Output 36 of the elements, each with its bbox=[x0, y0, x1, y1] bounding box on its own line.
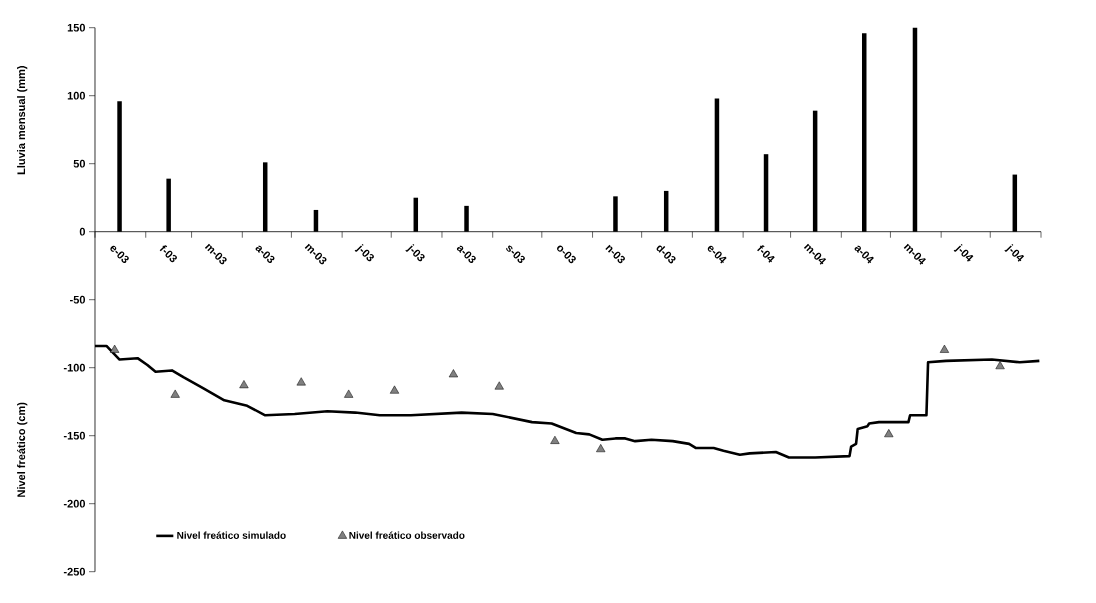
point bbox=[344, 389, 354, 398]
y-tick-label: -250 bbox=[63, 567, 86, 576]
point bbox=[170, 389, 180, 398]
point bbox=[596, 444, 606, 453]
x-tick-label: a-03 bbox=[255, 245, 275, 264]
point bbox=[494, 381, 504, 390]
point bbox=[389, 385, 400, 394]
x-tick-label: a-03 bbox=[456, 245, 476, 264]
y-tick-label: -150 bbox=[63, 431, 86, 440]
point bbox=[110, 344, 120, 353]
text: Nivel freático (cm) bbox=[16, 402, 28, 497]
x-tick-label: j-04 bbox=[1004, 243, 1025, 262]
y-tick-label: -200 bbox=[63, 499, 86, 508]
point bbox=[296, 377, 306, 386]
x-tick-label: j-03 bbox=[405, 243, 425, 262]
y-tick-label: 0 bbox=[79, 227, 86, 236]
y-axis-title: Lluvia mensual (mm) bbox=[17, 66, 28, 175]
x-tick-label: e-03 bbox=[110, 245, 129, 264]
x-tick-label: f-03 bbox=[159, 245, 177, 263]
x-tick-label: j-04 bbox=[953, 243, 974, 262]
y-tick-label: 150 bbox=[67, 23, 86, 32]
y-tick-label: -50 bbox=[69, 295, 86, 304]
y-tick-label: 50 bbox=[73, 159, 86, 168]
legend-label: Nivel freático observado bbox=[349, 531, 465, 539]
y-tick-label: -100 bbox=[63, 363, 86, 372]
point bbox=[884, 429, 894, 438]
x-tick-label: j-03 bbox=[354, 243, 374, 262]
legend-label: Nivel freático simulado bbox=[177, 531, 286, 539]
x-tick-label: f-04 bbox=[757, 245, 775, 263]
point bbox=[995, 361, 1005, 370]
x-tick-label: s-03 bbox=[506, 245, 525, 264]
point bbox=[448, 369, 459, 378]
point bbox=[239, 380, 249, 389]
point bbox=[939, 344, 950, 353]
point bbox=[550, 435, 560, 444]
y-tick-label: 100 bbox=[67, 91, 86, 100]
